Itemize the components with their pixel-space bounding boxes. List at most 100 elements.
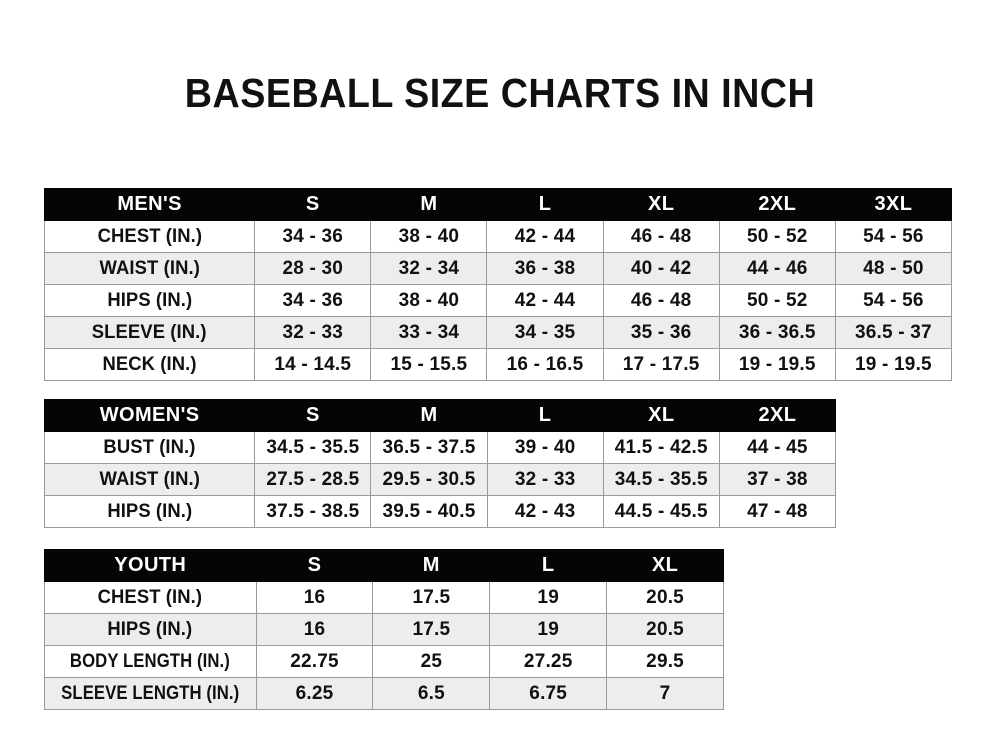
cell-value: 47 - 48 (718, 495, 837, 528)
cell-value: 48 - 50 (834, 252, 953, 285)
cell-value: 42 - 44 (486, 284, 604, 317)
cell-value: 40 - 42 (602, 252, 720, 285)
cell-value: 50 - 52 (718, 284, 836, 317)
page-title: BASEBALL SIZE CHARTS IN INCH (184, 70, 816, 116)
row-label-text: WAIST (IN.) (99, 257, 200, 279)
cell-value: 36 - 38 (486, 252, 604, 285)
row-label: CHEST (IN.) (43, 220, 256, 253)
row-label-text: NECK (IN.) (102, 353, 197, 375)
table-row: CHEST (IN.) 16 17.5 19 20.5 (44, 581, 724, 614)
column-header-xl: XL (606, 549, 724, 582)
cell-value: 44.5 - 45.5 (602, 495, 720, 528)
cell-value: 44 - 46 (718, 252, 836, 285)
cell-value: 54 - 56 (834, 220, 953, 253)
cell-value: 19 - 19.5 (834, 348, 953, 381)
table-row: BODY LENGTH (IN.) 22.75 25 27.25 29.5 (44, 645, 724, 678)
cell-value: 17 - 17.5 (602, 348, 720, 381)
womens-size-table: WOMEN'S S M L XL 2XL BUST (IN.) 34.5 - 35.5 36.… (43, 399, 837, 528)
row-label-text: HIPS (IN.) (107, 618, 193, 640)
row-label-text: SLEEVE (IN.) (92, 321, 208, 343)
row-label-text: BODY LENGTH (IN.) (70, 650, 231, 672)
cell-value: 35 - 36 (602, 316, 720, 349)
header-row: MEN'S S M L XL 2XL 3XL (43, 188, 953, 221)
cell-value: 33 - 34 (370, 316, 488, 349)
cell-value: 34 - 36 (254, 284, 372, 317)
cell-value: 22.75 (255, 645, 374, 678)
cell-value: 37.5 - 38.5 (254, 495, 372, 528)
cell-value: 34.5 - 35.5 (254, 431, 372, 464)
table-row: WAIST (IN.) 27.5 - 28.5 29.5 - 30.5 32 - 33… (43, 463, 837, 496)
youth-table-header: YOUTH S M L XL (44, 549, 724, 582)
cell-value: 50 - 52 (718, 220, 836, 253)
mens-table-body: CHEST (IN.) 34 - 36 38 - 40 42 - 44 46 - 48 5… (43, 220, 953, 381)
cell-value: 37 - 38 (718, 463, 837, 496)
cell-value: 39.5 - 40.5 (370, 495, 488, 528)
cell-value: 7 (606, 677, 724, 710)
cell-value: 32 - 34 (370, 252, 488, 285)
table-row: HIPS (IN.) 37.5 - 38.5 39.5 - 40.5 42 - 43 4… (43, 495, 837, 528)
row-label: BODY LENGTH (IN.) (44, 645, 257, 678)
cell-value: 38 - 40 (370, 220, 488, 253)
cell-value: 25 (372, 645, 491, 678)
cell-value: 29.5 (606, 645, 724, 678)
cell-value: 38 - 40 (370, 284, 488, 317)
womens-table-title: WOMEN'S (43, 399, 256, 432)
cell-value: 6.5 (372, 677, 491, 710)
header-row: WOMEN'S S M L XL 2XL (43, 399, 837, 432)
cell-value: 32 - 33 (486, 463, 604, 496)
cell-value: 19 - 19.5 (718, 348, 836, 381)
youth-table-body: CHEST (IN.) 16 17.5 19 20.5 HIPS (IN.) 16 17.5 1… (44, 581, 724, 710)
cell-value: 54 - 56 (834, 284, 953, 317)
column-header-s: S (254, 399, 372, 432)
table-row: HIPS (IN.) 34 - 36 38 - 40 42 - 44 46 - 48 50… (43, 284, 953, 317)
cell-value: 36.5 - 37 (834, 316, 953, 349)
row-label: HIPS (IN.) (43, 284, 256, 317)
row-label-text: CHEST (IN.) (98, 586, 203, 608)
table-row: HIPS (IN.) 16 17.5 19 20.5 (44, 613, 724, 646)
cell-value: 46 - 48 (602, 220, 720, 253)
row-label-text: WAIST (IN.) (99, 468, 200, 490)
table-row: NECK (IN.) 14 - 14.5 15 - 15.5 16 - 16.5 17 … (43, 348, 953, 381)
row-label-text: HIPS (IN.) (107, 289, 193, 311)
row-label: BUST (IN.) (43, 431, 256, 464)
cell-value: 36.5 - 37.5 (370, 431, 488, 464)
cell-value: 19 (489, 613, 608, 646)
row-label: SLEEVE LENGTH (IN.) (44, 677, 257, 710)
cell-value: 42 - 43 (486, 495, 604, 528)
column-header-s: S (255, 549, 374, 582)
row-label: HIPS (IN.) (44, 613, 257, 646)
cell-value: 16 (255, 613, 374, 646)
cell-value: 15 - 15.5 (370, 348, 488, 381)
cell-value: 42 - 44 (486, 220, 604, 253)
column-header-l: L (486, 188, 604, 221)
cell-value: 32 - 33 (254, 316, 372, 349)
cell-value: 19 (489, 581, 608, 614)
cell-value: 16 (255, 581, 374, 614)
mens-size-table: MEN'S S M L XL 2XL 3XL CHEST (IN.) 34 - 36 38 - … (43, 188, 953, 381)
cell-value: 46 - 48 (602, 284, 720, 317)
row-label: HIPS (IN.) (43, 495, 256, 528)
cell-value: 6.75 (489, 677, 608, 710)
cell-value: 41.5 - 42.5 (602, 431, 720, 464)
column-header-m: M (370, 188, 488, 221)
cell-value: 17.5 (372, 613, 491, 646)
column-header-m: M (372, 549, 491, 582)
row-label-text: BUST (IN.) (103, 436, 196, 458)
cell-value: 20.5 (606, 581, 724, 614)
table-row: BUST (IN.) 34.5 - 35.5 36.5 - 37.5 39 - 40 4… (43, 431, 837, 464)
cell-value: 44 - 45 (718, 431, 837, 464)
row-label: WAIST (IN.) (43, 463, 256, 496)
cell-value: 34 - 36 (254, 220, 372, 253)
cell-value: 20.5 (606, 613, 724, 646)
column-header-xl: XL (602, 399, 720, 432)
row-label-text: HIPS (IN.) (107, 500, 193, 522)
mens-table-header: MEN'S S M L XL 2XL 3XL (43, 188, 953, 221)
row-label: CHEST (IN.) (44, 581, 257, 614)
youth-table-title: YOUTH (44, 549, 257, 582)
column-header-s: S (254, 188, 372, 221)
womens-table-body: BUST (IN.) 34.5 - 35.5 36.5 - 37.5 39 - 40 4… (43, 431, 837, 528)
row-label-text: CHEST (IN.) (97, 225, 202, 247)
row-label: WAIST (IN.) (43, 252, 256, 285)
cell-value: 34 - 35 (486, 316, 604, 349)
column-header-2xl: 2XL (718, 399, 837, 432)
